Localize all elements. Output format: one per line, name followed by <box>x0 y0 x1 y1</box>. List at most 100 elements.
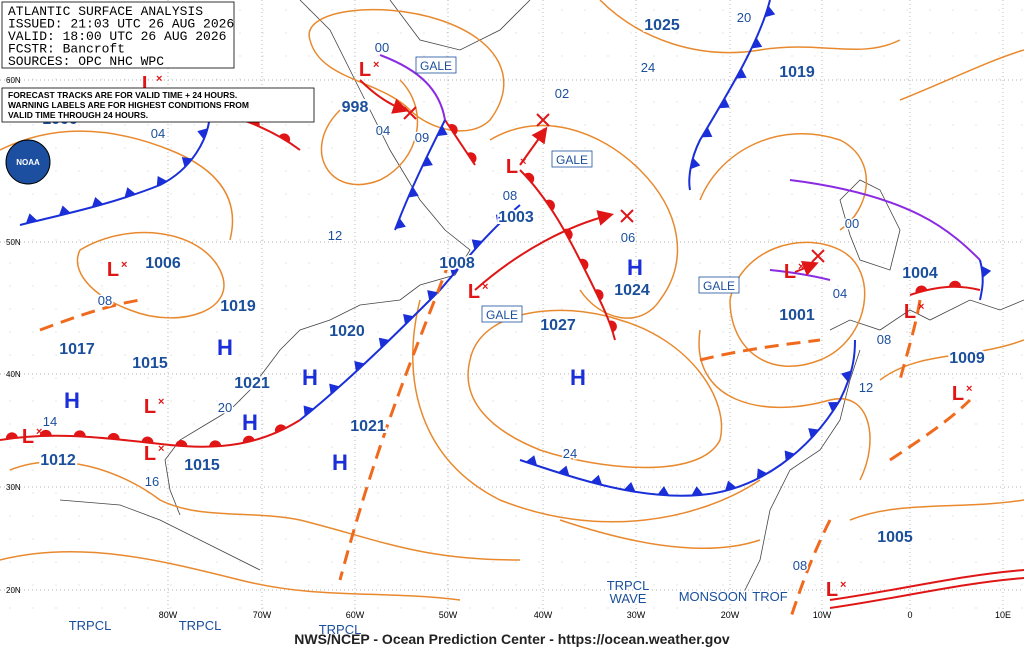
grid-dot <box>745 492 747 494</box>
pressure-label: 1015 <box>184 457 220 474</box>
grid-dot <box>124 515 126 517</box>
grid-dot <box>377 561 379 563</box>
grid-dot <box>722 32 724 34</box>
grid-dot <box>653 216 655 218</box>
grid-dot <box>147 262 149 264</box>
grid-dot <box>952 331 954 333</box>
grid-dot <box>745 239 747 241</box>
grid-dot <box>883 32 885 34</box>
warm-front-bump <box>608 320 617 333</box>
grid-dot <box>124 584 126 586</box>
grid-dot <box>492 584 494 586</box>
grid-dot <box>883 400 885 402</box>
grid-dot <box>630 170 632 172</box>
grid-dot <box>331 239 333 241</box>
grid-dot <box>814 423 816 425</box>
grid-dot <box>745 101 747 103</box>
grid-dot <box>768 584 770 586</box>
cold-front <box>688 0 771 191</box>
grid-dot <box>584 331 586 333</box>
grid-dot <box>791 377 793 379</box>
grid-dot <box>377 446 379 448</box>
grid-dot <box>860 32 862 34</box>
grid-dot <box>745 584 747 586</box>
grid-dot <box>285 55 287 57</box>
grid-dot <box>354 492 356 494</box>
grid-dot <box>515 9 517 11</box>
grid-dot <box>676 285 678 287</box>
grid-dot <box>354 561 356 563</box>
feature-label: MONSOON <box>679 589 748 604</box>
grid-dot <box>699 400 701 402</box>
grid-dot <box>101 216 103 218</box>
grid-dot <box>147 538 149 540</box>
pressure-label: 1012 <box>40 452 76 469</box>
grid-dot <box>883 469 885 471</box>
grid-dot <box>998 147 1000 149</box>
isobar <box>0 130 234 241</box>
grid-dot <box>446 584 448 586</box>
grid-dot <box>998 193 1000 195</box>
grid-dot <box>791 584 793 586</box>
grid-dot <box>952 492 954 494</box>
grid-dot <box>929 607 931 609</box>
grid-dot <box>331 147 333 149</box>
occluded-front <box>769 269 831 281</box>
grid-dot <box>607 469 609 471</box>
grid-dot <box>377 400 379 402</box>
grid-dot <box>860 331 862 333</box>
grid-dot <box>837 446 839 448</box>
grid-dot <box>354 400 356 402</box>
warm-front-bump <box>563 228 573 240</box>
grid-dot <box>768 285 770 287</box>
warm-front <box>909 285 981 296</box>
grid-dot <box>55 607 57 609</box>
warning-box <box>415 56 457 74</box>
grid-dot <box>354 285 356 287</box>
grid-dot <box>331 124 333 126</box>
grid-dot <box>768 331 770 333</box>
grid-dot <box>906 124 908 126</box>
grid-dot <box>377 239 379 241</box>
grid-dot <box>308 423 310 425</box>
graticule <box>0 0 1024 610</box>
africa-coast <box>739 349 861 601</box>
grid-dot <box>216 170 218 172</box>
grid-dot <box>561 285 563 287</box>
grid-dot <box>584 32 586 34</box>
grid-dot <box>722 216 724 218</box>
note-line: WARNING LABELS ARE FOR HIGHEST CONDITION… <box>8 100 249 110</box>
grid-dot <box>607 584 609 586</box>
warm-front <box>0 419 301 448</box>
grid-dot <box>561 9 563 11</box>
grid-dot <box>722 147 724 149</box>
grid-dot <box>676 308 678 310</box>
grid-dot <box>929 377 931 379</box>
low-cross: × <box>918 301 924 313</box>
grid-dot <box>308 400 310 402</box>
grid-dot <box>791 308 793 310</box>
grid-dot <box>239 492 241 494</box>
grid-dot <box>446 216 448 218</box>
grid-dot <box>147 78 149 80</box>
high-center: H <box>332 450 348 475</box>
grid-dot <box>377 423 379 425</box>
grid-dot <box>538 469 540 471</box>
grid-dot <box>78 446 80 448</box>
grid-dot <box>423 308 425 310</box>
grid-dot <box>124 331 126 333</box>
grid-dot <box>791 32 793 34</box>
grid-dot <box>78 193 80 195</box>
grid-dot <box>630 354 632 356</box>
grid-dot <box>262 124 264 126</box>
grid-dot <box>837 101 839 103</box>
grid-dot <box>377 538 379 540</box>
grid-dot <box>929 239 931 241</box>
grid-dot <box>308 193 310 195</box>
grid-dot <box>469 239 471 241</box>
grid-dot <box>722 331 724 333</box>
low-center: L <box>506 156 518 178</box>
grid-dot <box>975 354 977 356</box>
grid-dot <box>814 331 816 333</box>
cold-front-barb <box>156 176 168 187</box>
